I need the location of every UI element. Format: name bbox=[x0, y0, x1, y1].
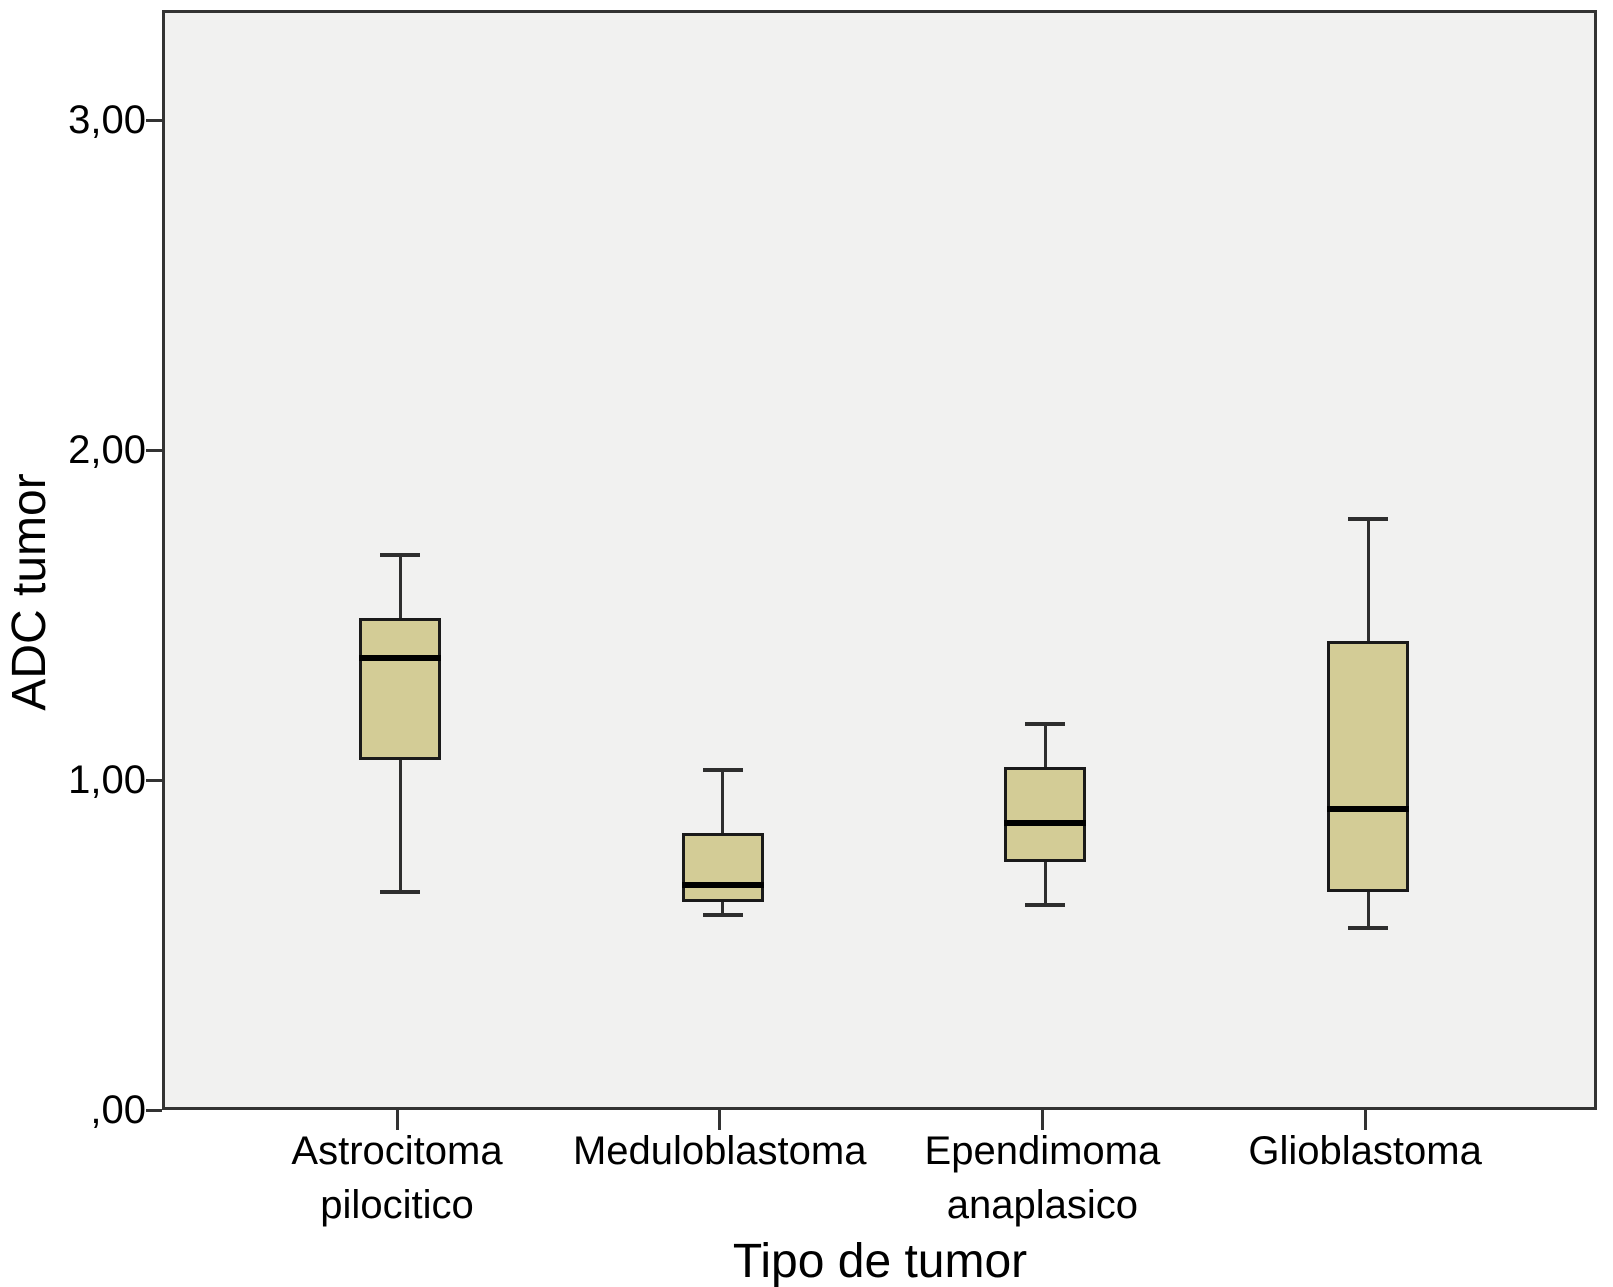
x-axis-tick-mark bbox=[395, 1110, 399, 1130]
whisker-cap-low bbox=[1348, 926, 1389, 931]
box-iqr bbox=[359, 618, 441, 760]
x-axis-title: Tipo de tumor bbox=[732, 1235, 1028, 1287]
x-axis-tick-mark bbox=[1363, 1110, 1367, 1130]
x-axis-tick-mark bbox=[718, 1110, 722, 1130]
category-label: Astrocitoma pilocitico bbox=[217, 1124, 577, 1232]
category-label-line: Glioblastoma bbox=[1248, 1129, 1482, 1173]
plot-area bbox=[162, 10, 1597, 1110]
category-label-line: anaplasico bbox=[946, 1183, 1139, 1227]
y-axis-tick-label: 3,00 bbox=[68, 98, 146, 142]
whisker-cap-high bbox=[1025, 721, 1066, 726]
whisker-cap-high bbox=[380, 553, 420, 558]
category-label: Glioblastoma bbox=[1185, 1124, 1545, 1178]
box-iqr bbox=[1004, 766, 1087, 863]
y-axis-tick-mark bbox=[146, 119, 162, 122]
whisker-cap-low bbox=[380, 889, 420, 894]
category-label: Ependimoma anaplasico bbox=[862, 1124, 1222, 1232]
whisker-cap-high bbox=[702, 767, 743, 772]
y-axis-tick-mark bbox=[146, 779, 162, 782]
category-label: Meduloblastoma bbox=[540, 1124, 900, 1178]
median-line bbox=[1327, 806, 1410, 813]
x-axis-tick-mark bbox=[1040, 1110, 1044, 1130]
box-iqr bbox=[1327, 641, 1410, 892]
y-axis-tick-mark bbox=[146, 1109, 162, 1112]
y-axis-tick-label: 1,00 bbox=[68, 758, 146, 802]
y-axis-tick-label: ,00 bbox=[90, 1088, 146, 1132]
y-axis-tick-mark bbox=[146, 449, 162, 452]
category-label-line: Ependimoma bbox=[924, 1129, 1161, 1173]
category-label-line: pilocitico bbox=[320, 1183, 474, 1227]
median-line bbox=[1004, 819, 1087, 826]
category-label-line: Meduloblastoma bbox=[572, 1129, 867, 1173]
whisker-cap-low bbox=[1025, 903, 1066, 908]
whisker-cap-low bbox=[702, 913, 743, 917]
median-line bbox=[681, 882, 764, 889]
whisker-cap-high bbox=[1348, 517, 1389, 521]
category-label-line: Astrocitoma bbox=[291, 1129, 503, 1173]
median-line bbox=[359, 654, 441, 661]
y-axis-tick-label: 2,00 bbox=[68, 428, 146, 472]
box-iqr bbox=[681, 832, 764, 902]
